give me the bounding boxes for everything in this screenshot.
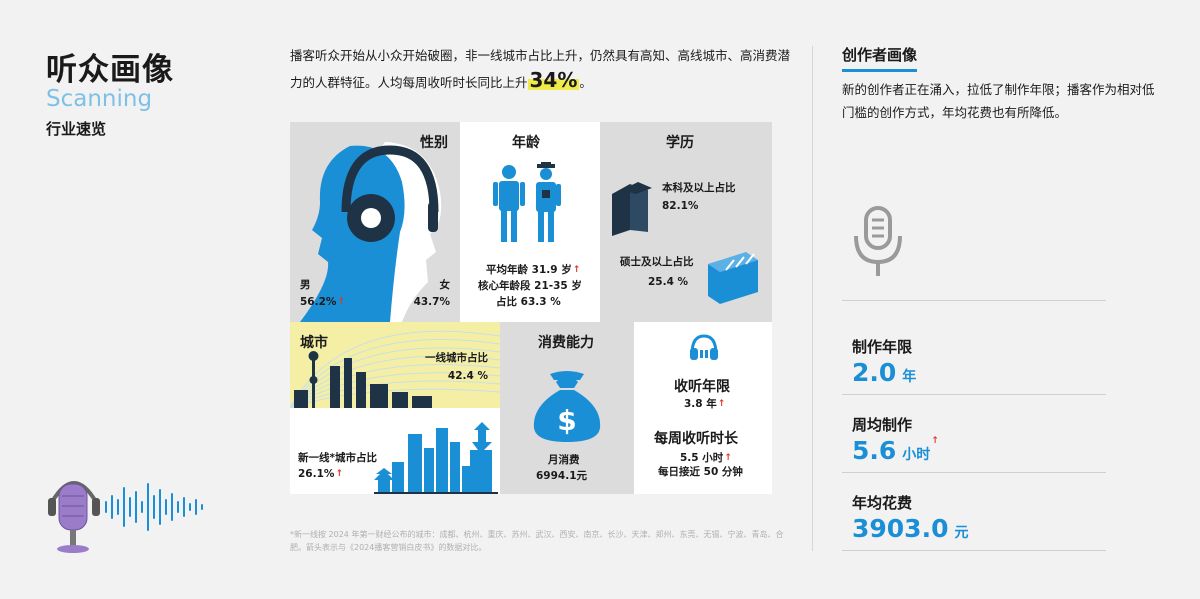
master-value: 25.4 %	[648, 276, 689, 288]
headphones-icon	[690, 334, 718, 360]
stat-value-weekly: 5.6	[852, 436, 897, 465]
up-arrow-icon: ↑	[572, 265, 581, 275]
monthly-value: 6994.1元	[536, 470, 588, 482]
up-arrow-icon: ↑	[335, 469, 343, 479]
podcast-mic-illustration	[48, 481, 203, 553]
weekly-value: 5.5 小时	[680, 452, 724, 464]
new-tier1-tile: 新一线*城市占比 26.1%↑	[290, 408, 500, 494]
up-arrow-icon: ↑	[931, 436, 939, 446]
creator-title: 创作者画像	[842, 44, 918, 72]
years-title: 收听年限	[674, 379, 730, 395]
age-avg: 平均年龄 31.9 岁	[486, 264, 572, 276]
male-label: 男	[300, 279, 311, 291]
tier1-value: 42.4 %	[447, 370, 488, 382]
money-bag-icon: $	[533, 371, 601, 442]
years-value: 3.8 年	[684, 398, 717, 410]
stat-unit-cost: 元	[954, 525, 969, 541]
gender-tile: 性别 男 56.2%↑ 女 43.7%	[290, 122, 460, 322]
female-label: 女	[439, 279, 451, 291]
male-value-row: 56.2%↑	[300, 294, 345, 310]
creator-description: 新的创作者正在涌入，拉低了制作年限；播客作为相对低门槛的创作方式，年均花费也有所…	[842, 82, 1155, 120]
head-silhouette-illustration	[300, 142, 442, 322]
books-icon	[612, 182, 652, 236]
weekly-title: 每周收听时长	[654, 431, 738, 447]
years-value-row: 3.8 年↑	[684, 396, 725, 412]
consumption-title: 消费能力	[538, 335, 594, 351]
stat-label-cost: 年均花费	[852, 494, 913, 512]
stat-unit-years: 年	[902, 369, 917, 385]
male-value: 56.2%	[300, 296, 337, 308]
city-buildings-illustration	[374, 422, 498, 494]
listening-tile: 收听年限 3.8 年↑ 每周收听时长 5.5 小时↑ 每日接近 50 分钟	[634, 322, 772, 494]
books-stack-icon	[708, 252, 758, 304]
daily-note: 每日接近 50 分钟	[658, 466, 743, 478]
stat-value-weekly-row: 5.6 小时↑	[852, 436, 939, 465]
up-arrow-icon: ↑	[717, 399, 726, 409]
city-skyline-illustration	[290, 330, 500, 408]
stat-separator	[842, 472, 1106, 473]
subtitle-en: Scanning	[46, 86, 153, 112]
city-tile: 城市 一线城市占比 42.4 %	[290, 322, 500, 408]
stat-value-cost: 3903.0	[852, 514, 949, 543]
intro-text-end: 。	[579, 75, 592, 90]
stat-separator	[842, 300, 1106, 301]
weekly-value-row: 5.5 小时↑	[680, 450, 732, 466]
svg-text:$: $	[557, 404, 576, 437]
age-core-share: 占比 63.3 %	[496, 296, 561, 308]
subtitle-cn: 行业速览	[46, 120, 107, 138]
education-tile: 学历 本科及以上占比 82.1% 硕士及以上占比 25.4 %	[600, 122, 772, 322]
page-title: 听众画像	[46, 52, 174, 88]
stat-label-weekly: 周均制作	[852, 416, 913, 434]
column-divider	[812, 46, 813, 551]
newtier1-value-row: 26.1%↑	[298, 466, 343, 482]
intro-paragraph: 播客听众开始从小众开始破圈，非一线城市占比上升，仍然具有高知、高线城市、高消费潜…	[290, 44, 790, 95]
age-core: 核心年龄段 21-35 岁	[478, 280, 582, 292]
stat-value-cost-row: 3903.0 元	[852, 514, 968, 543]
stat-label-years: 制作年限	[852, 338, 913, 356]
microphone-icon	[854, 206, 902, 276]
female-value: 43.7%	[413, 296, 450, 308]
gender-title: 性别	[420, 135, 448, 151]
up-arrow-icon: ↑	[337, 297, 345, 307]
stat-value-years: 2.0	[852, 358, 897, 387]
newtier1-label: 新一线*城市占比	[298, 452, 377, 464]
bachelor-value: 82.1%	[662, 200, 699, 212]
tier1-label: 一线城市占比	[425, 352, 488, 364]
stat-value-years-row: 2.0 年	[852, 358, 916, 387]
monthly-label: 月消费	[548, 454, 580, 466]
age-title: 年龄	[512, 135, 540, 151]
newtier1-value: 26.1%	[298, 468, 335, 480]
stat-separator	[842, 394, 1106, 395]
age-tile: 年龄 平均年龄 31.9 岁↑ 核心年龄段 21-35 岁 占比 63.3 %	[460, 122, 600, 322]
intro-text: 播客听众开始从小众开始破圈，非一线城市占比上升，仍然具有高知、高线城市、高消费潜…	[290, 48, 791, 90]
bachelor-label: 本科及以上占比	[662, 182, 736, 194]
people-icon	[493, 162, 561, 242]
age-avg-row: 平均年龄 31.9 岁↑	[486, 262, 580, 278]
stat-unit-weekly: 小时	[902, 447, 931, 463]
city-title: 城市	[300, 335, 328, 351]
stat-separator	[842, 550, 1106, 551]
master-label: 硕士及以上占比	[620, 256, 694, 268]
footnote: *新一线按 2024 年第一财经公布的城市：成都、杭州、重庆、苏州、武汉、西安、…	[290, 530, 784, 552]
consumption-tile: 消费能力 $ 月消费 6994.1元	[500, 322, 634, 494]
education-title: 学历	[666, 135, 694, 151]
intro-highlight: 34%	[527, 68, 580, 92]
up-arrow-icon: ↑	[724, 453, 732, 463]
